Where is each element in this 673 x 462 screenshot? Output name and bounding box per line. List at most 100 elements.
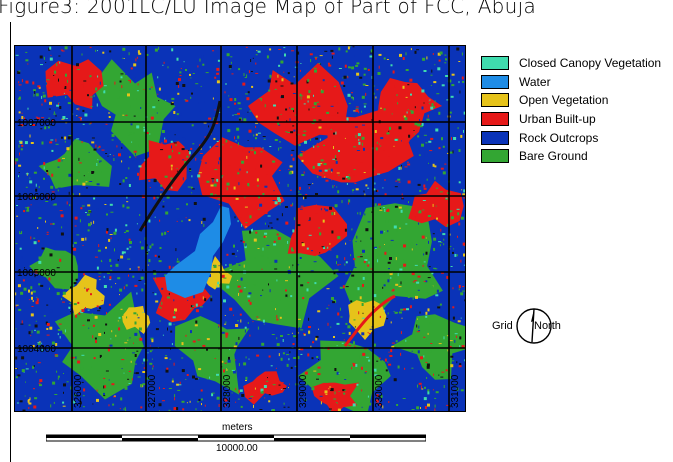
raster-pixel [428,102,430,104]
raster-pixel [348,66,351,69]
raster-pixel [137,266,140,268]
raster-pixel [98,276,101,278]
raster-pixel [268,225,270,228]
raster-pixel [15,328,17,330]
raster-pixel [76,179,78,182]
raster-pixel [451,73,455,76]
raster-pixel [418,382,422,385]
raster-pixel [426,292,429,296]
raster-pixel [117,345,120,349]
raster-pixel [254,151,256,155]
raster-pixel [333,336,335,338]
legend-swatch [481,56,509,71]
raster-pixel [454,333,458,335]
raster-pixel [49,309,53,313]
raster-pixel [355,134,357,138]
raster-pixel [130,83,131,87]
raster-pixel [411,272,415,276]
raster-pixel [346,251,348,255]
raster-pixel [62,301,65,303]
raster-pixel [162,388,165,389]
raster-pixel [129,268,131,270]
raster-pixel [434,404,436,408]
raster-pixel [38,186,40,189]
raster-pixel [306,80,309,84]
raster-pixel [141,288,144,292]
land-cover-map[interactable]: 1007000 1006000 1005000 1004000 326000 327000… [14,45,466,412]
raster-pixel [173,311,175,314]
raster-pixel [21,256,23,259]
raster-pixel [85,187,88,189]
raster-pixel [32,124,35,126]
raster-pixel [189,400,191,403]
raster-pixel [354,326,356,328]
raster-pixel [234,114,238,116]
raster-pixel [224,315,226,316]
raster-pixel [382,279,384,280]
raster-pixel [398,126,402,130]
raster-pixel [73,282,77,285]
raster-pixel [262,109,265,112]
raster-pixel [361,389,363,392]
raster-pixel [407,180,411,184]
raster-pixel [392,70,395,74]
raster-pixel [253,238,257,242]
raster-pixel [96,208,99,212]
raster-pixel [178,375,181,379]
raster-pixel [77,360,81,364]
raster-pixel [136,56,138,59]
raster-pixel [238,292,239,296]
raster-pixel [285,289,287,292]
raster-pixel [287,240,289,244]
raster-pixel [280,113,282,115]
raster-pixel [255,54,258,56]
raster-pixel [104,204,107,205]
raster-pixel [278,147,280,151]
raster-pixel [337,112,339,114]
raster-pixel [313,67,317,69]
raster-pixel [318,328,319,330]
raster-pixel [368,250,371,253]
raster-pixel [231,369,235,371]
raster-pixel [351,218,353,220]
raster-pixel [374,203,377,207]
raster-pixel [182,177,184,181]
raster-pixel [204,339,207,342]
raster-pixel [361,110,362,113]
raster-pixel [238,182,240,186]
raster-pixel [168,388,172,389]
raster-pixel [136,223,138,225]
raster-pixel [111,139,114,141]
raster-pixel [427,389,430,393]
raster-pixel [267,79,271,83]
raster-pixel [240,391,244,394]
raster-pixel [121,160,123,163]
raster-pixel [440,297,442,301]
raster-pixel [431,272,434,275]
raster-pixel [424,154,428,157]
raster-pixel [241,393,245,397]
raster-pixel [300,353,303,355]
raster-pixel [28,196,31,198]
raster-pixel [266,380,269,382]
raster-pixel [197,365,200,367]
raster-pixel [410,216,413,218]
raster-pixel [357,256,361,258]
raster-pixel [57,103,59,106]
raster-pixel [204,298,207,302]
raster-pixel [359,182,361,184]
raster-pixel [459,363,462,366]
raster-pixel [259,203,263,207]
raster-pixel [280,298,282,302]
raster-pixel [408,134,411,138]
raster-pixel [182,408,185,411]
raster-pixel [87,172,91,176]
raster-pixel [402,259,405,263]
raster-pixel [354,126,358,128]
raster-pixel [377,72,381,75]
raster-pixel [182,137,186,141]
raster-pixel [65,223,68,226]
raster-pixel [50,105,53,107]
raster-pixel [83,85,85,88]
raster-pixel [146,252,148,253]
